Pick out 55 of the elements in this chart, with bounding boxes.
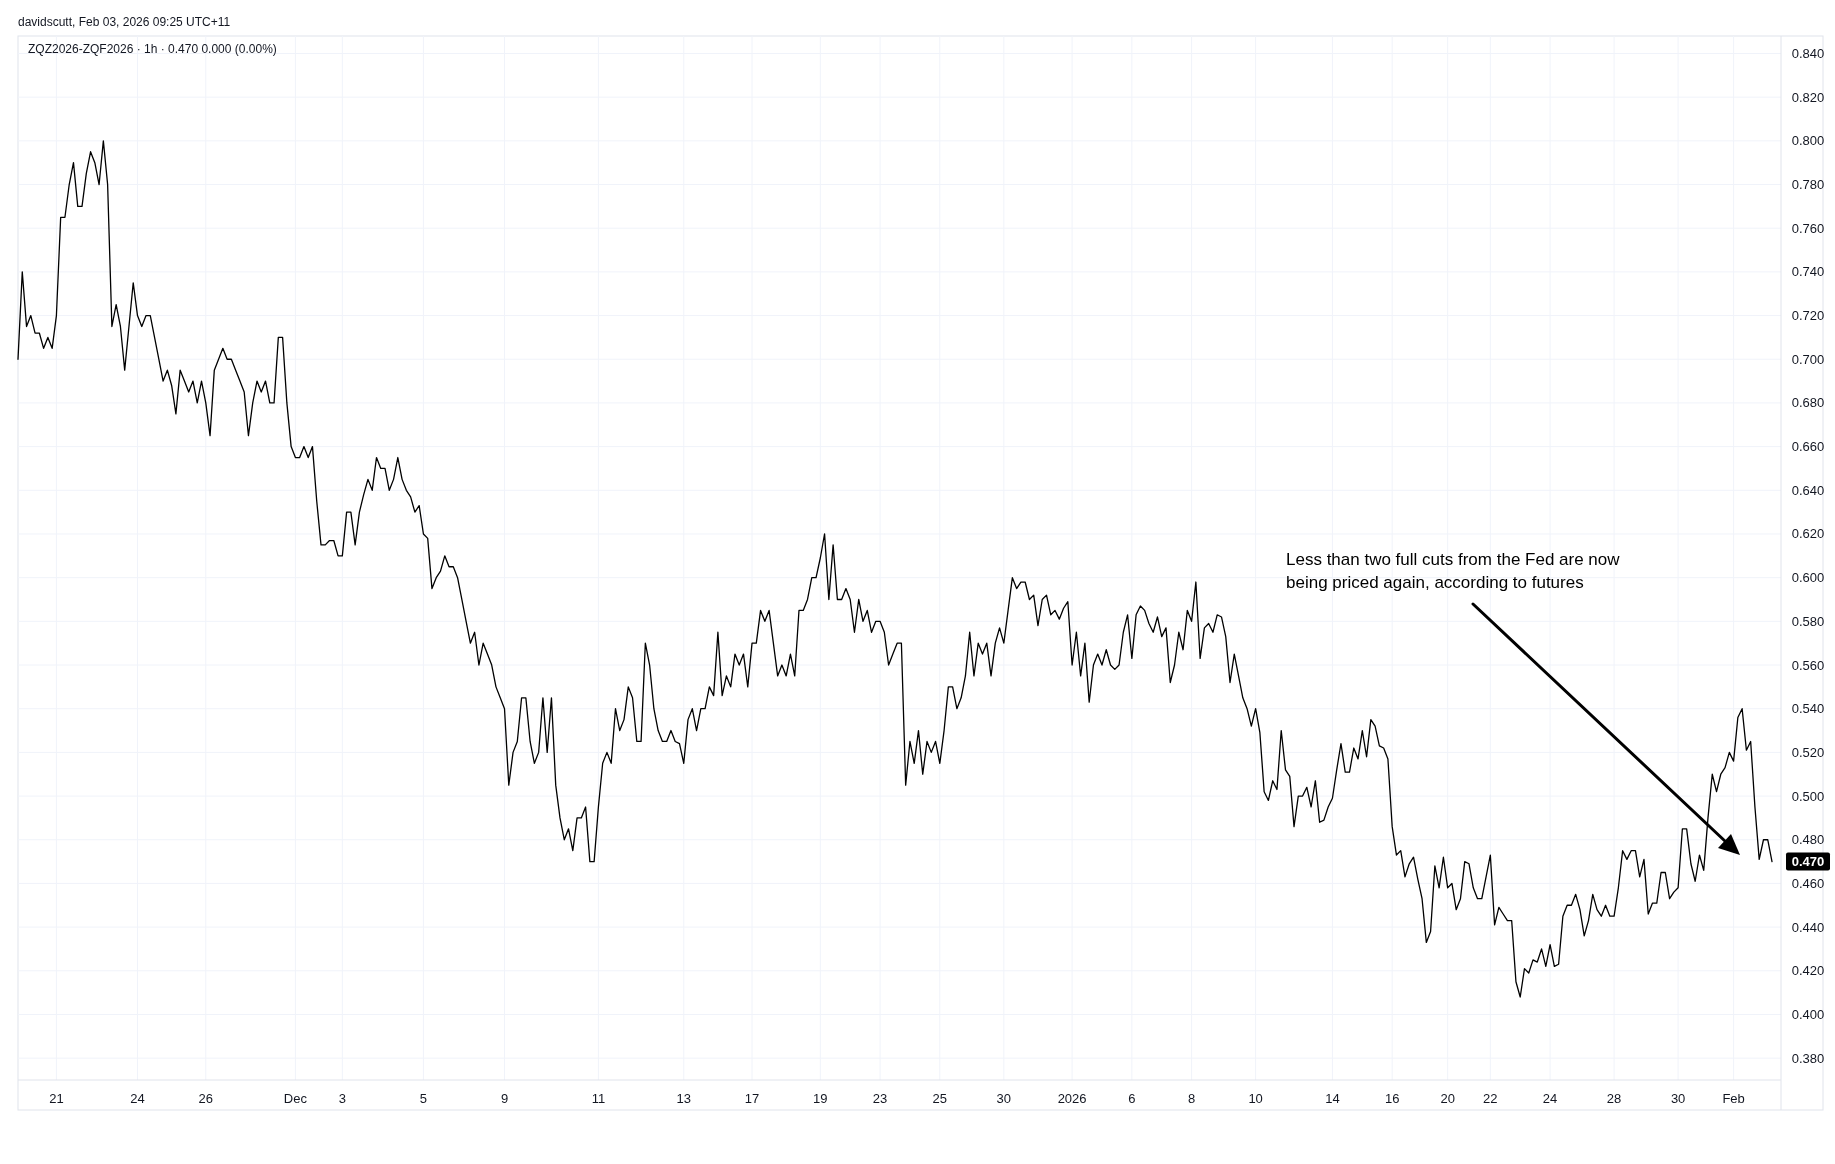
y-tick-label: 0.600 xyxy=(1791,570,1825,586)
y-tick-label: 0.380 xyxy=(1791,1050,1825,1066)
x-tick-label: 3 xyxy=(338,1090,346,1106)
x-tick-label: 10 xyxy=(1248,1090,1263,1106)
text: ZQZ2026-ZQF2026 · 1h · 0.470 0.000 (0.00%) xyxy=(28,42,277,56)
y-tick-label: 0.580 xyxy=(1791,613,1825,629)
y-tick-label: 0.760 xyxy=(1791,220,1825,236)
y-tick-label: 0.740 xyxy=(1791,264,1825,280)
x-tick-label: 24 xyxy=(130,1090,145,1106)
x-tick-label: Feb xyxy=(1722,1090,1745,1106)
y-tick-label: 0.560 xyxy=(1791,657,1825,673)
x-tick-label: 16 xyxy=(1384,1090,1400,1106)
x-tick-label: 13 xyxy=(676,1090,691,1106)
x-tick-label: 28 xyxy=(1606,1090,1622,1106)
x-tick-label: 30 xyxy=(1670,1090,1686,1106)
y-tick-label: 0.480 xyxy=(1791,832,1825,848)
y-tick-label: 0.820 xyxy=(1791,89,1825,105)
x-tick-label: 25 xyxy=(932,1090,948,1106)
x-tick-label: 17 xyxy=(744,1090,760,1106)
text: 0.470 xyxy=(1791,854,1825,870)
y-tick-label: 0.440 xyxy=(1791,919,1825,935)
y-tick-label: 0.520 xyxy=(1791,744,1825,760)
x-tick-label: 21 xyxy=(49,1090,64,1106)
x-tick-label: 30 xyxy=(996,1090,1012,1106)
y-tick-label: 0.840 xyxy=(1791,45,1825,61)
y-tick-label: 0.780 xyxy=(1791,177,1825,193)
y-tick-label: 0.400 xyxy=(1791,1006,1825,1022)
annotation: Less than two full cuts from the Fed are now being priced again, according to futures xyxy=(1286,549,1621,592)
x-tick-label: 14 xyxy=(1325,1090,1340,1106)
x-tick-label: 8 xyxy=(1187,1090,1196,1106)
y-tick-label: 0.800 xyxy=(1791,133,1825,149)
y-tick-label: 0.680 xyxy=(1791,395,1825,411)
text: davidscutt, Feb 03, 2026 09:25 UTC+11 xyxy=(18,15,231,29)
y-tick-label: 0.700 xyxy=(1791,351,1825,367)
y-tick-label: 0.540 xyxy=(1791,701,1825,717)
y-tick-label: 0.460 xyxy=(1791,875,1825,891)
y-tick-label: 0.420 xyxy=(1791,963,1825,979)
x-tick-label: 19 xyxy=(813,1090,828,1106)
y-tick-label: 0.500 xyxy=(1791,788,1825,804)
x-tick-label: Dec xyxy=(283,1090,308,1106)
y-tick-label: 0.720 xyxy=(1791,308,1825,324)
x-tick-label: 20 xyxy=(1440,1090,1455,1106)
x-tick-label: 9 xyxy=(500,1090,509,1106)
x-tick-label: 26 xyxy=(198,1090,214,1106)
y-tick-label: 0.660 xyxy=(1791,439,1825,455)
x-tick-label: 11 xyxy=(591,1090,606,1106)
x-tick-label: 2026 xyxy=(1057,1090,1087,1106)
x-tick-label: 6 xyxy=(1128,1090,1136,1106)
y-tick-label: 0.640 xyxy=(1791,482,1825,498)
y-tick-label: 0.620 xyxy=(1791,526,1825,542)
x-tick-label: 24 xyxy=(1542,1090,1558,1106)
x-tick-label: 5 xyxy=(419,1090,428,1106)
line-series xyxy=(17,140,1773,998)
x-tick-label: 23 xyxy=(872,1090,888,1106)
x-tick-label: 22 xyxy=(1483,1090,1498,1106)
